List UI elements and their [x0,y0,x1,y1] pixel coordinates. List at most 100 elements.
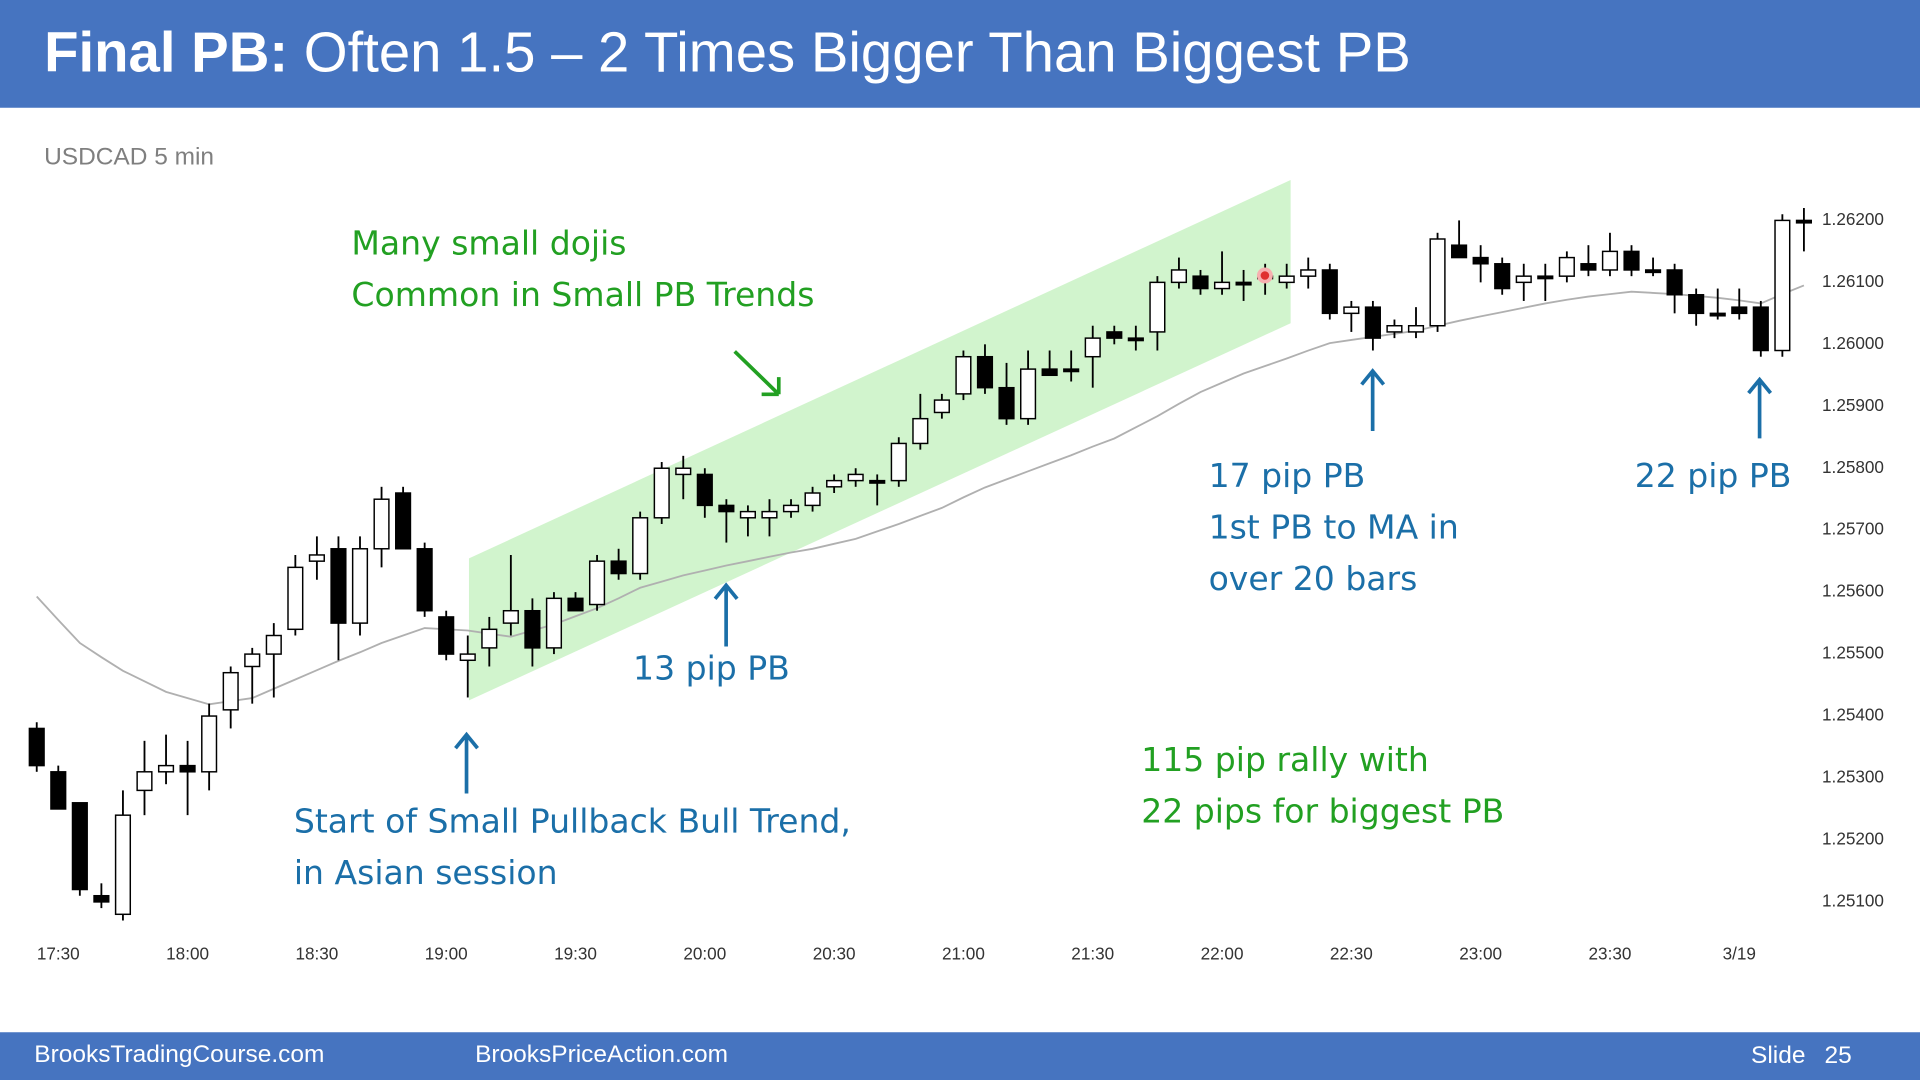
candle-body [1084,337,1101,358]
candle-body [351,548,369,624]
candle-body [675,467,692,476]
x-tick-label: 21:30 [1071,944,1114,964]
annotation: 17 pip PB [1209,456,1366,495]
title-bold: Final PB: [44,20,288,83]
candle-body [1774,219,1791,352]
candle-body [1041,368,1058,377]
candle-body [244,653,261,668]
candle-body [1364,306,1381,339]
annotation: 22 pip PB [1635,456,1792,495]
candle-body [1149,281,1166,333]
x-tick-label: 22:00 [1201,944,1244,964]
y-tick-label: 1.25700 [1822,519,1884,539]
candle-body [1386,324,1403,333]
y-tick-label: 1.26200 [1822,209,1884,229]
x-tick-label: 19:30 [554,944,597,964]
candle-body [1106,331,1123,339]
candle-body [1666,269,1683,296]
candle-body [1472,256,1489,265]
candle-body [1731,306,1748,315]
annotation: Many small dojis [351,223,626,262]
candle-body [847,473,864,482]
candle-body [1019,368,1037,420]
footer-center: BrooksPriceAction.com [475,1041,728,1068]
candle-body [1451,244,1468,259]
candle-body [1278,275,1295,284]
title-rest: Often 1.5 – 2 Times Bigger Than Biggest … [304,20,1411,83]
candle-body [653,467,670,519]
annotation: 1st PB to MA in [1209,507,1459,546]
candle-body [373,498,390,550]
y-tick-label: 1.25800 [1822,457,1884,477]
x-tick-label: 17:30 [37,944,80,964]
candle-body [890,442,907,482]
x-tick-label: 23:00 [1459,944,1502,964]
candle-body [481,628,498,649]
candle-body [222,671,239,711]
candle-body [459,653,476,662]
candle-body [1235,281,1252,286]
x-tick-label: 20:00 [683,944,726,964]
candle-body [71,802,88,891]
slide-title: Final PB: Often 1.5 – 2 Times Bigger Tha… [44,20,1411,83]
candle-body [976,355,994,389]
y-tick-label: 1.25200 [1822,828,1884,848]
candle-body [1170,269,1188,284]
arrow [1747,376,1773,439]
footer-bar [0,1032,1920,1080]
candle-body [395,492,412,550]
arrows [454,350,1773,794]
candle-body [1644,269,1662,274]
candle-body [1537,275,1554,280]
arrow [733,350,781,397]
candle-body [1063,368,1080,373]
candle-body [1300,269,1317,277]
candle-body [998,386,1015,420]
candle-body [1192,275,1209,290]
x-tick-label: 3/19 [1723,944,1756,964]
candle-body [1601,250,1619,271]
candle-body [1407,324,1425,333]
candle-body [1752,306,1769,352]
channel [468,180,1291,701]
candle-body [1795,219,1812,224]
annotation: 115 pip rally with [1141,740,1429,779]
x-tick-label: 19:00 [425,944,468,964]
chart-title: USDCAD 5 min [44,143,214,170]
candle-body [804,492,821,507]
candle-body [524,609,541,649]
plot: 1.26200 1.26100 1.26000 1.25900 1.25800 1.257… [28,208,1884,964]
candle-body [1688,294,1705,315]
y-tick-label: 1.25300 [1822,767,1884,787]
candle-body [1343,306,1360,315]
candle-body [330,548,347,624]
candle-body [93,894,110,903]
candle-body [696,473,713,507]
candle-body [782,504,800,513]
candle-body [114,814,132,916]
candle-body [1558,256,1575,277]
candle-body [1127,337,1144,342]
footer-left: BrooksTradingCourse.com [34,1041,324,1068]
candle-body [739,510,756,519]
candle-body [265,634,282,655]
candle-body [308,554,325,562]
slide-label: Slide [1751,1042,1805,1069]
candle-body [287,566,304,631]
slide-number: 25 [1824,1042,1851,1069]
candle-body [438,616,455,655]
y-tick-label: 1.25400 [1822,705,1884,725]
arrow [713,582,739,647]
y-tick-label: 1.25100 [1822,890,1884,910]
x-tick-label: 22:30 [1330,944,1373,964]
candle-body [179,764,196,773]
candle-body [912,417,929,445]
candle-body [588,560,606,606]
y-tick-label: 1.26100 [1822,271,1884,291]
arrow [454,731,479,794]
annotation: 13 pip PB [633,648,790,687]
y-tick-label: 1.25600 [1822,581,1884,601]
candle-body [502,609,519,624]
arrow [1360,368,1386,432]
